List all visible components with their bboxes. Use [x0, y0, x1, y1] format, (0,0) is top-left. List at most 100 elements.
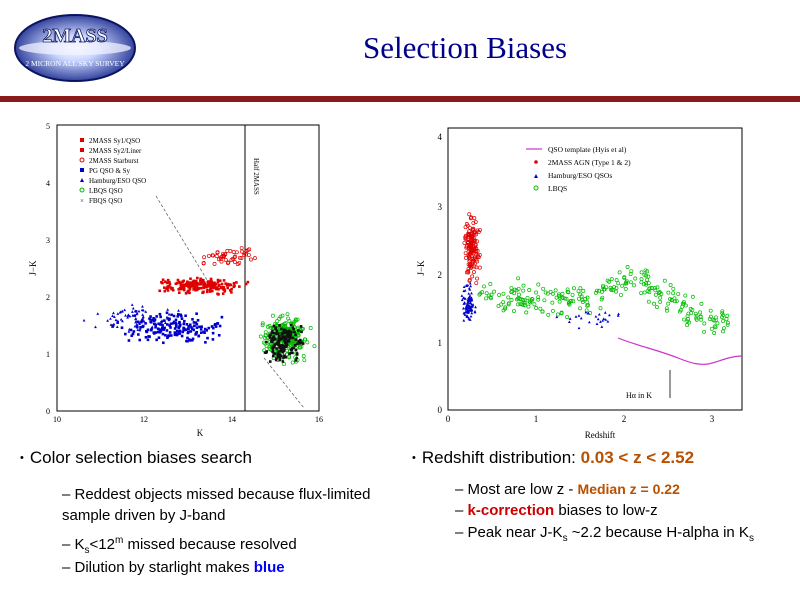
lbqs-green-point [680, 301, 685, 306]
agn-red-point [246, 280, 250, 284]
fbqs-black-point [272, 331, 276, 335]
fbqs-black-point [273, 343, 277, 347]
lbqs-green-point [538, 306, 543, 311]
hamburg-blue-point [82, 318, 86, 322]
pg-blue-point [172, 314, 176, 318]
pg-blue-point [137, 333, 140, 336]
hamburg-blue-point [162, 318, 166, 322]
fbqs-black-point [272, 345, 275, 348]
agn-red-point [206, 283, 209, 287]
pg-blue-point [174, 321, 177, 325]
left-legend-entry: 2MASS Sy1/QSO [89, 137, 140, 145]
agn-red-point [223, 288, 226, 291]
fbqs-black-point [280, 331, 284, 335]
fbqs-black-point [294, 333, 297, 337]
fbqs-black-point [287, 331, 291, 335]
hamburg-blue-point [138, 328, 142, 332]
lbqs-green-point [622, 275, 627, 279]
agn-red-point [209, 284, 213, 288]
agn-red-point [179, 284, 183, 287]
lbqs-green-point [713, 318, 718, 323]
lbqs-green-point [599, 289, 604, 294]
lbqs-green-point [286, 316, 291, 321]
lbqs-green-point [698, 310, 702, 315]
logo-tagline: 2 MICRON ALL SKY SURVEY [25, 59, 125, 68]
pg-blue-point [155, 338, 158, 342]
fbqs-black-point [292, 346, 295, 350]
pg-blue-point [139, 325, 142, 329]
hamburg-blue-point [462, 311, 466, 315]
pg-blue-point [189, 330, 193, 333]
fbqs-black-point [297, 339, 300, 343]
hamburg-blue-point [120, 310, 124, 313]
pg-blue-point [191, 318, 194, 321]
lbqs-green-point [565, 315, 570, 320]
agn-red-point [196, 281, 199, 285]
right-plot-legend: QSO template (Hyis et al) 2MASS AGN (Typ… [526, 145, 631, 193]
right-legend-entry: 2MASS AGN (Type 1 & 2) [548, 158, 631, 167]
lbqs-green-point [484, 291, 489, 296]
lbqs-green-point [644, 282, 649, 287]
agn-red-point [465, 240, 470, 245]
agn-red-point [195, 276, 199, 280]
hamburg-blue-point [584, 310, 588, 314]
hamburg-blue-point [123, 308, 127, 312]
pg-blue-point [184, 314, 187, 318]
pg-blue-point [153, 318, 157, 321]
lbqs-green-point [662, 278, 667, 283]
agn-red-point [165, 287, 168, 291]
agn-red-point [244, 282, 248, 286]
agn-red-point [164, 280, 167, 284]
hamburg-blue-point [468, 301, 472, 305]
lbqs-green-point [629, 269, 634, 274]
pg-blue-point [186, 331, 190, 335]
agn-red-point [202, 281, 206, 284]
hamburg-blue-point [579, 316, 583, 320]
hamburg-blue-point [142, 308, 145, 312]
fbqs-black-point [269, 333, 272, 337]
pg-blue-point [169, 322, 173, 326]
agn-red-point [171, 288, 175, 292]
lbqs-green-point [283, 321, 288, 326]
hamburg-blue-point [141, 305, 144, 308]
hamburg-blue-point [465, 305, 469, 309]
agn-red-point [170, 287, 173, 291]
agn-red-point [181, 280, 184, 283]
fbqs-black-point [281, 336, 284, 339]
pg-blue-point [168, 331, 172, 334]
lbqs-green-point [532, 302, 537, 307]
pg-blue-point [168, 324, 172, 327]
agn-red-circle-point [234, 250, 239, 255]
agn-red-point [203, 284, 207, 288]
pg-blue-point [214, 325, 218, 328]
pg-blue-point [111, 325, 114, 328]
fbqs-black-point [298, 341, 302, 345]
pg-blue-point [141, 324, 145, 328]
legend-marker-green [533, 185, 539, 191]
lbqs-green-point [282, 362, 287, 367]
left-plot-frame [56, 124, 320, 412]
hamburg-blue-point [466, 301, 469, 305]
agn-red-point [474, 281, 479, 285]
qso-template-curve [617, 337, 743, 365]
lbqs-green-point [665, 308, 669, 313]
agn-red-point [227, 283, 231, 287]
fbqs-black-point [284, 337, 288, 341]
agn-red-point [201, 280, 204, 283]
agn-red-point [187, 284, 191, 288]
hamburg-blue-point [466, 298, 470, 301]
fbqs-black-point [288, 334, 292, 338]
agn-red-circle-point [247, 247, 252, 252]
hamburg-blue-point [468, 281, 472, 285]
pg-blue-point [177, 330, 180, 334]
hamburg-blue-point [118, 311, 122, 314]
agn-red-circle-point [210, 253, 215, 258]
right-ylabel: J−K [416, 260, 426, 276]
fbqs-black-point [289, 351, 293, 355]
right-ytick: 1 [438, 338, 443, 348]
logo-text: 2MASS [42, 25, 108, 47]
agn-red-point [194, 288, 197, 292]
lbqs-green-point [639, 280, 644, 285]
fbqs-black-point [276, 355, 280, 358]
left-ytick: 5 [46, 122, 50, 131]
